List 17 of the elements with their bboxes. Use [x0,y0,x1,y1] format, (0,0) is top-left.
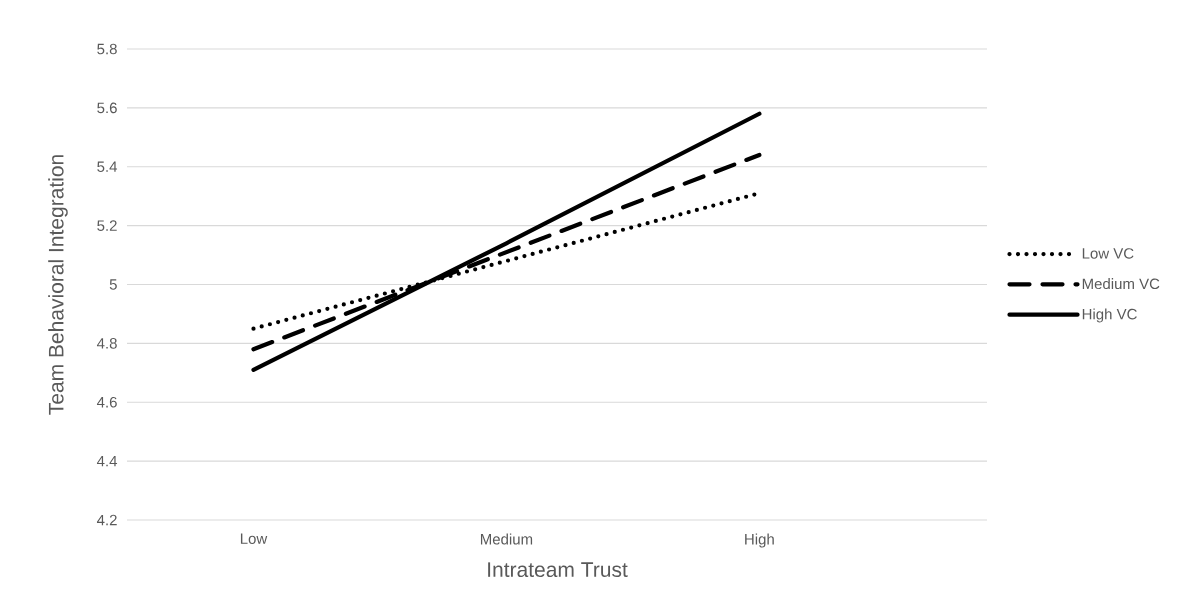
legend-label: High VC [1082,308,1137,323]
legend-label: Medium VC [1082,278,1160,290]
x-tick-label: High [745,533,774,548]
x-axis-title: Intrateam Trust [488,562,628,578]
y-tick-label: 5 [109,279,117,290]
y-tick-label: 5.6 [97,102,117,114]
y-tick-label: 5.8 [97,43,117,55]
y-tick-label: 4.2 [96,514,117,526]
legend-label: Low VC [1082,248,1134,259]
y-tick-label: 5.2 [97,220,117,231]
y-tick-label: 4.8 [96,338,117,349]
y-axis-title: Team Behavioral Integration [48,155,68,415]
x-tick-label: Low [240,533,268,544]
x-tick-label: Medium [480,533,533,545]
y-tick-label: 4.6 [96,396,117,408]
y-tick-label: 5.4 [97,161,118,172]
y-tick-label: 4.4 [96,455,118,467]
